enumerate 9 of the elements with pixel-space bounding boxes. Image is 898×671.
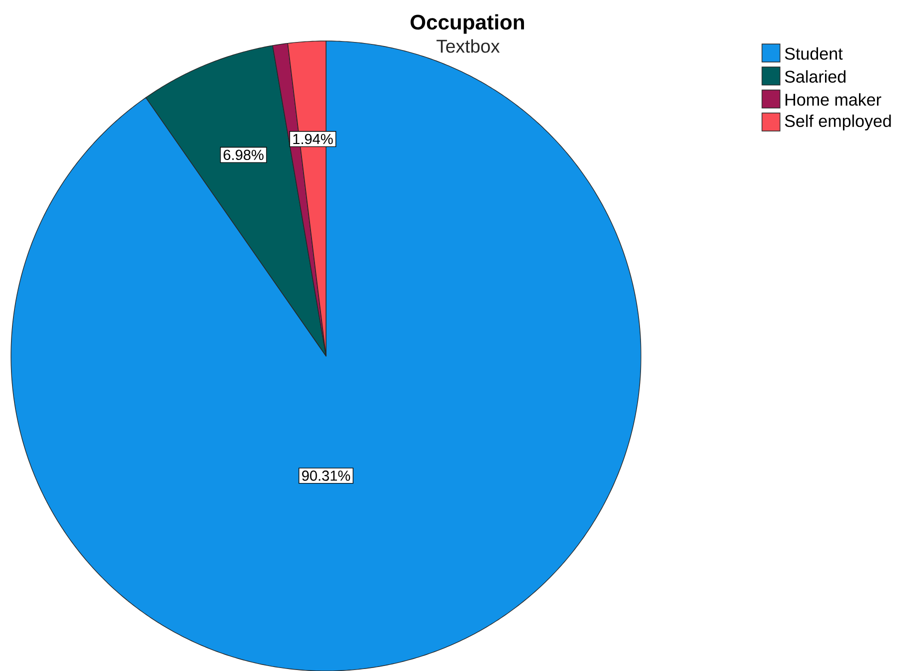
chart-subtitle: Textbox (436, 39, 500, 53)
legend-label: Salaried (784, 70, 846, 83)
legend-label: Self employed (784, 114, 891, 130)
legend-label: Student (784, 47, 843, 60)
data-label: 6.98% (224, 150, 264, 160)
data-label: 1.94% (293, 134, 333, 144)
legend-label: Home maker (786, 93, 882, 106)
data-label: 90.31% (302, 470, 350, 481)
chart-title: Occupation (410, 14, 524, 34)
